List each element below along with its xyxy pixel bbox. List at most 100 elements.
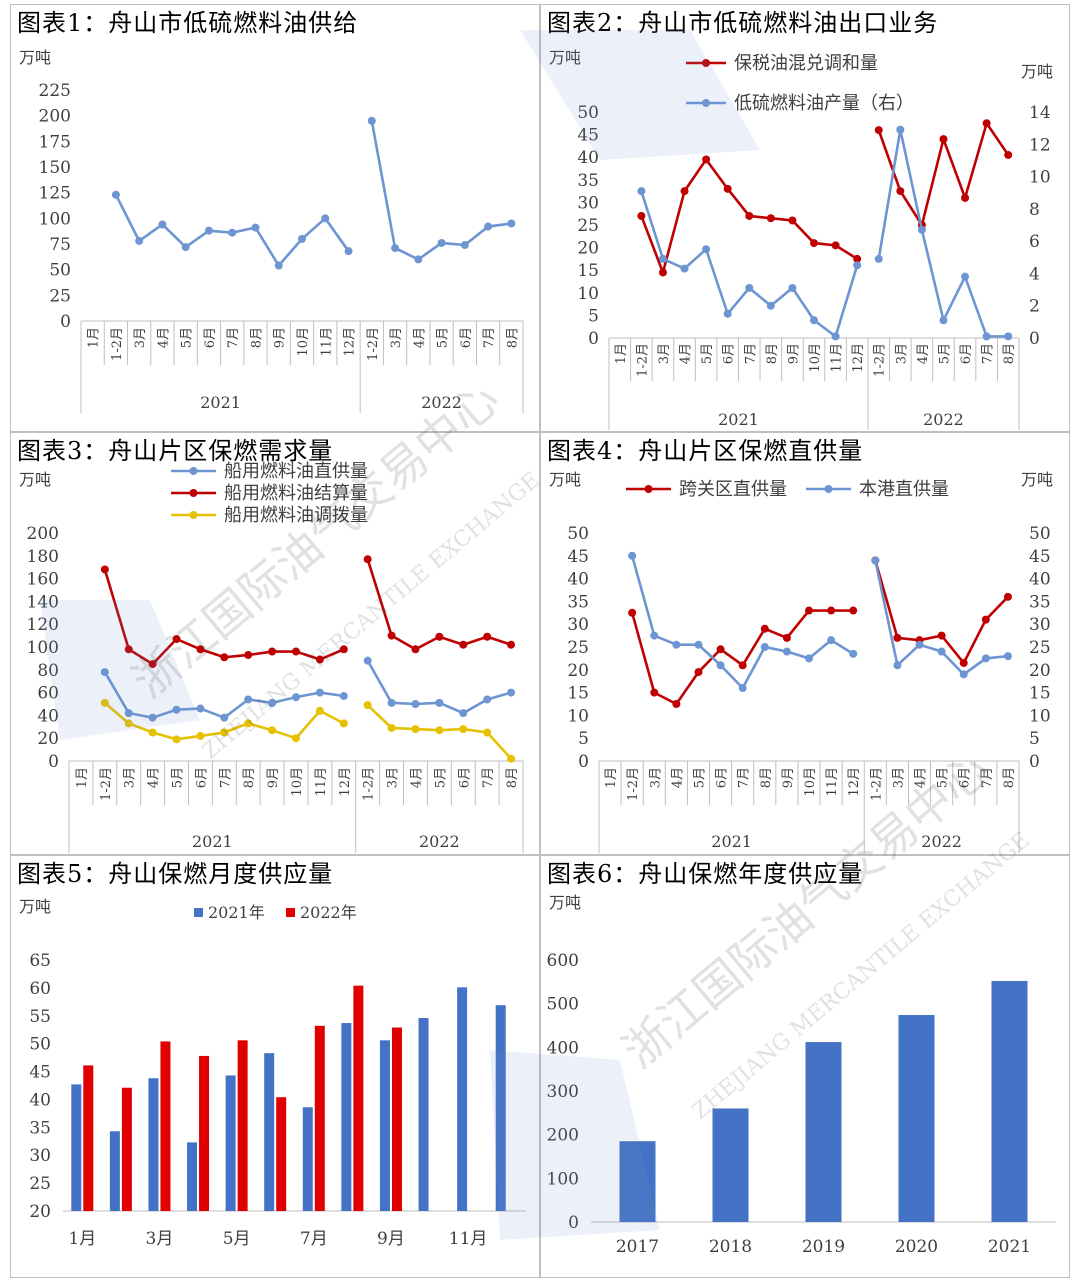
data-point	[172, 705, 181, 714]
legend-label: 低硫燃料油产量（右）	[734, 93, 914, 114]
data-point	[339, 645, 348, 654]
data-point	[650, 688, 659, 697]
group-label: 2021	[711, 832, 752, 851]
x-tick-label: 4月	[914, 767, 929, 788]
x-tick-label: 4月	[409, 767, 424, 788]
y-tick-label: 30	[29, 1146, 51, 1166]
data-point	[411, 645, 420, 654]
y-tick-label: 180	[27, 547, 59, 567]
data-point	[694, 668, 703, 677]
bar	[225, 1075, 236, 1211]
x-tick-label: 1-2月	[362, 767, 377, 801]
y-tick-label: 15	[577, 261, 599, 281]
y-tick-label-right: 50	[1029, 524, 1051, 544]
x-tick-label: 5月	[171, 767, 186, 788]
y-tick-label: 40	[29, 1090, 51, 1110]
x-tick-label: 6月	[194, 767, 209, 788]
y-tick-label: 10	[567, 706, 589, 726]
x-tick-label: 12月	[847, 767, 862, 797]
data-point	[723, 309, 732, 318]
y-tick-label-right: 10	[1029, 168, 1051, 188]
chart-svg-1: 万吨 0 25 50 75 100 125 150 175 200 225 1月 1-2月 3月 4月 5月 6…	[19, 48, 524, 413]
data-point	[363, 656, 372, 665]
y-tick-label: 20	[567, 661, 589, 681]
x-tick-label: 2019	[802, 1237, 845, 1257]
group-label: 2021	[192, 832, 233, 851]
y-tick-label: 0	[48, 752, 59, 772]
data-point	[853, 261, 862, 270]
bar	[314, 1025, 325, 1211]
data-point	[874, 254, 883, 263]
series-line	[103, 569, 345, 666]
legend-marker	[702, 99, 710, 107]
chart-panel-1: 图表1：舟山市低硫燃料油供给 万吨 0 25 50 75 100 125 150 175 200 2…	[10, 4, 540, 432]
data-point	[158, 220, 167, 229]
x-tick-label: 2018	[709, 1237, 752, 1257]
bar	[619, 1141, 656, 1222]
data-point	[1004, 150, 1013, 159]
y-tick-label: 55	[29, 1007, 51, 1027]
x-tick-label: 3月	[648, 767, 663, 788]
y-tick-label-right: 12	[1029, 135, 1051, 155]
data-point	[196, 645, 205, 654]
group-label: 2022	[419, 832, 460, 851]
data-point	[339, 692, 348, 701]
y-tick-label-right: 45	[1029, 547, 1051, 567]
bar	[264, 1053, 275, 1211]
data-point	[414, 255, 423, 264]
data-point	[853, 254, 862, 263]
x-tick-label: 8月	[1002, 343, 1017, 364]
y-tick-label: 200	[27, 524, 59, 544]
data-point	[672, 640, 681, 649]
data-point	[435, 698, 444, 707]
y-tick-label-right: 25	[1029, 638, 1051, 658]
legend-marker	[189, 489, 198, 497]
bar	[712, 1108, 749, 1222]
y-axis-unit-right: 万吨	[1021, 62, 1053, 81]
data-point	[766, 214, 775, 223]
data-point	[292, 693, 300, 702]
legend-label: 本港直供量	[859, 479, 949, 500]
y-tick-label: 20	[37, 729, 59, 749]
x-tick-label: 1月	[614, 343, 629, 364]
bar	[83, 1065, 94, 1211]
data-point	[917, 225, 926, 234]
x-tick-label: 4月	[147, 767, 162, 788]
data-point	[782, 633, 791, 642]
data-point	[716, 645, 725, 654]
data-point	[220, 713, 229, 722]
x-tick-label: 4月	[679, 343, 694, 364]
data-point	[628, 608, 637, 617]
series-line	[370, 120, 512, 261]
data-point	[805, 606, 813, 615]
data-point	[339, 719, 348, 728]
data-point	[628, 551, 637, 560]
legend-label: 保税油混兑调和量	[734, 53, 878, 74]
data-point	[893, 633, 902, 642]
data-point	[135, 236, 144, 245]
x-tick-label: 11月	[830, 343, 845, 373]
data-point	[435, 632, 444, 641]
y-tick-label: 120	[27, 615, 59, 635]
x-tick-label: 2017	[616, 1237, 659, 1257]
x-tick-label: 5月	[700, 343, 715, 364]
data-point	[939, 316, 948, 325]
y-tick-label: 30	[577, 193, 599, 213]
x-tick-label: 10月	[290, 767, 305, 797]
bar	[805, 1042, 842, 1222]
legend-marker	[189, 467, 198, 475]
data-point	[268, 726, 277, 735]
data-point	[810, 316, 818, 325]
y-tick-label: 0	[568, 1213, 579, 1233]
data-point	[896, 187, 905, 196]
y-tick-label: 100	[547, 1169, 579, 1189]
data-point	[937, 647, 946, 656]
data-point	[321, 214, 330, 223]
legend-marker	[189, 511, 198, 519]
y-tick-label: 45	[577, 126, 599, 146]
bar	[121, 1087, 132, 1211]
y-tick-label-right: 8	[1029, 200, 1040, 220]
y-tick-label: 20	[29, 1202, 51, 1222]
data-point	[745, 211, 754, 220]
bar	[237, 1040, 248, 1211]
